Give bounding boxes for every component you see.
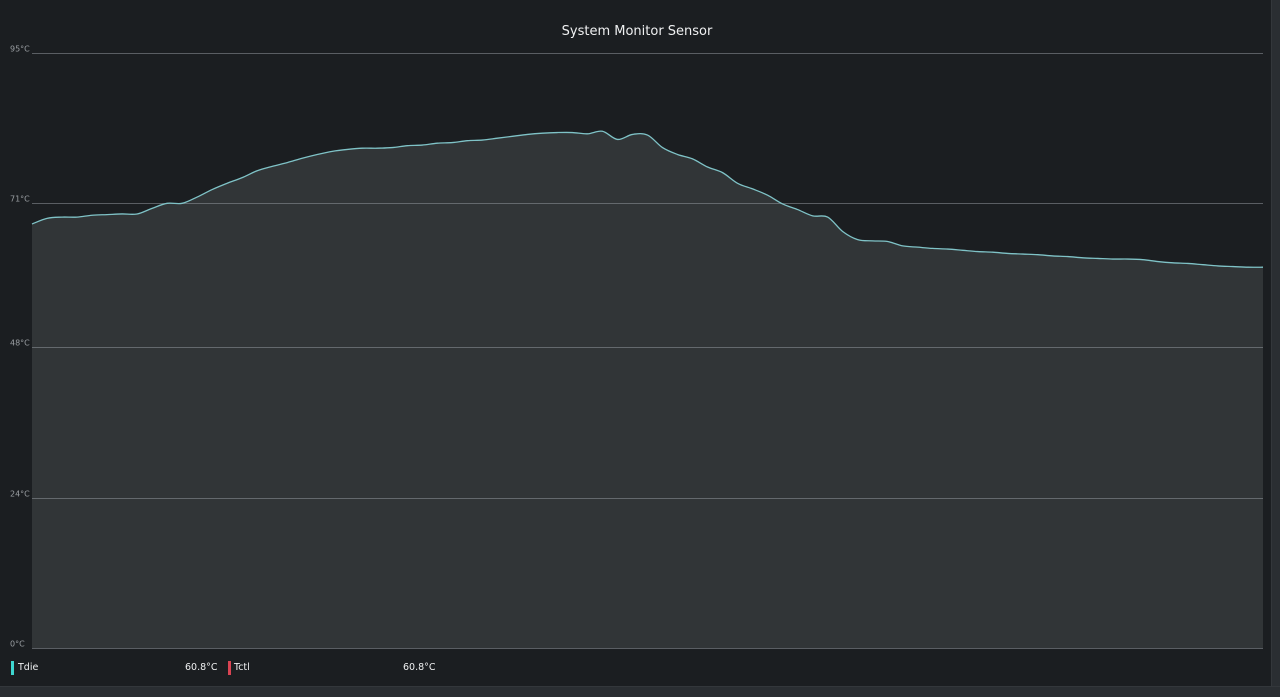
legend-value-tctl: 60.8°C <box>403 662 436 673</box>
y-tick-label: 48°C <box>10 339 30 348</box>
window-bottom-border <box>0 686 1280 697</box>
legend-label-tdie: Tdie <box>18 662 39 673</box>
chart-title: System Monitor Sensor <box>561 24 713 39</box>
y-axis-ticks: 95°C 71°C 48°C 24°C 0°C <box>10 45 30 649</box>
series-line-tdie <box>31 130 1264 268</box>
window-right-border <box>1271 0 1280 697</box>
legend-item-tdie: Tdie 60.8°C <box>11 661 221 675</box>
y-tick-label: 0°C <box>10 640 25 649</box>
grid-lines <box>32 53 1263 649</box>
legend-swatch-tdie <box>11 661 14 675</box>
y-tick-label: 71°C <box>10 195 30 204</box>
legend-swatch-tctl <box>228 661 231 675</box>
temperature-chart: 95°C 71°C 48°C 24°C 0°C <box>10 45 1264 649</box>
legend-value-tdie: 60.8°C <box>185 662 218 673</box>
series-area-tdie <box>32 131 1263 648</box>
series-area <box>31 53 1264 649</box>
legend-item-tctl: Tctl 60.8°C <box>228 661 438 675</box>
y-tick-label: 95°C <box>10 45 30 54</box>
y-tick-label: 24°C <box>10 490 30 499</box>
legend-label-tctl: Tctl <box>234 662 250 673</box>
